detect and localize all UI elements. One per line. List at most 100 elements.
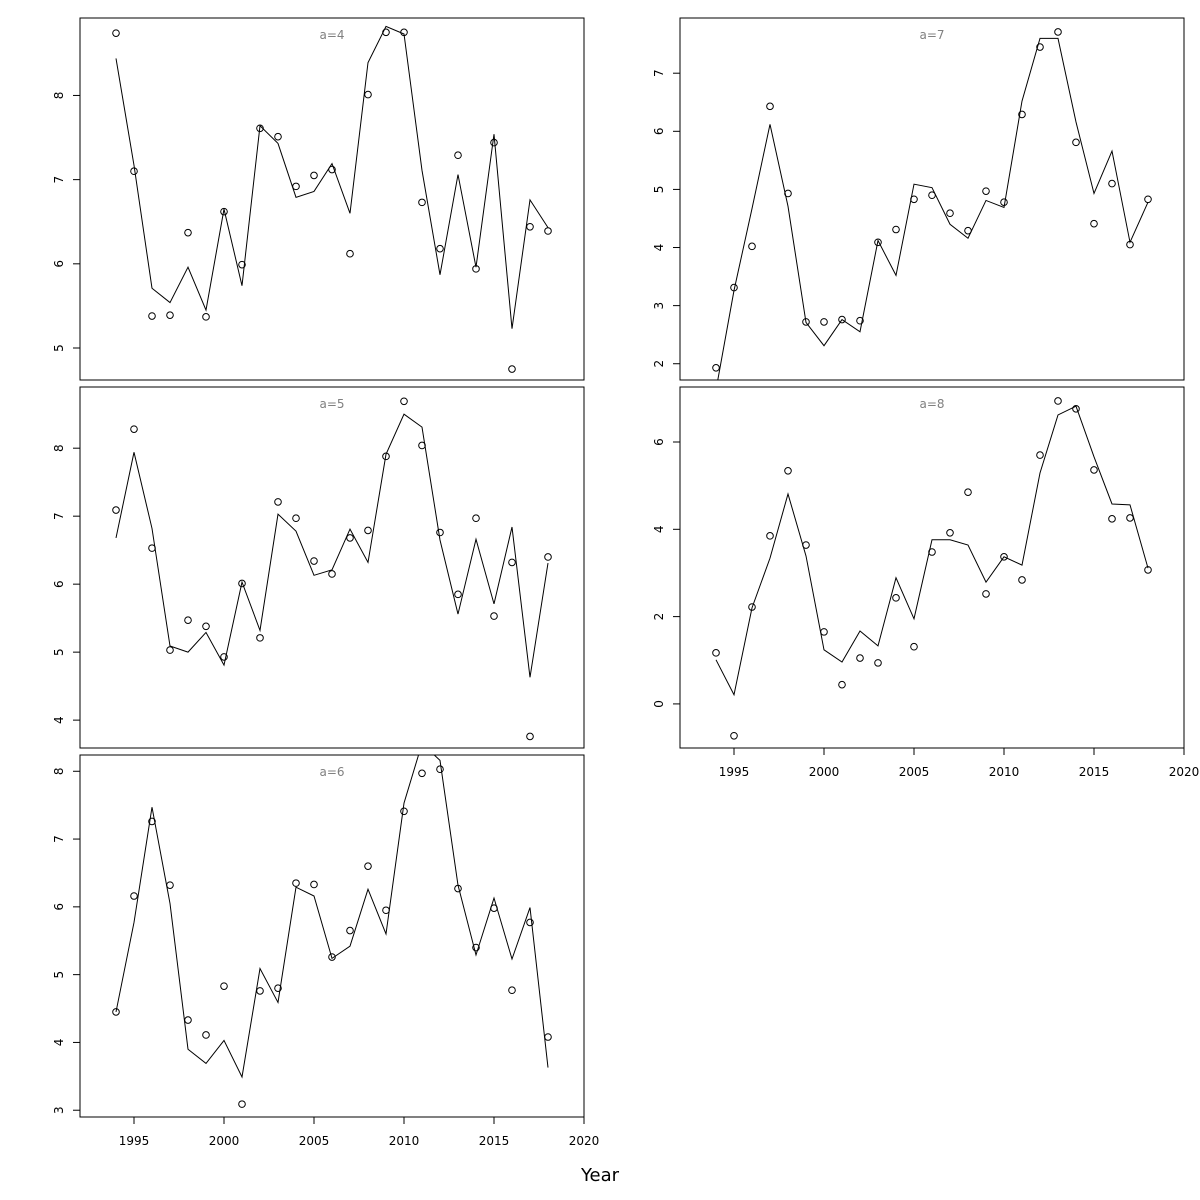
- y-tick-label: 4: [652, 525, 666, 533]
- data-point: [454, 151, 462, 160]
- data-point: [418, 769, 426, 778]
- data-point: [184, 616, 192, 624]
- data-point: [712, 649, 720, 657]
- data-point: [526, 732, 534, 741]
- data-point: [292, 879, 300, 887]
- data-point: [910, 642, 918, 651]
- data-point: [220, 653, 228, 661]
- data-point: [256, 634, 264, 642]
- fit-line: [115, 755, 549, 1079]
- data-point: [328, 953, 336, 961]
- y-tick-label: 8: [52, 767, 66, 775]
- data-point: [784, 467, 792, 475]
- data-point: [820, 318, 828, 326]
- panel-title: a=7: [919, 28, 944, 42]
- x-tick-label: 2015: [1079, 765, 1110, 779]
- panel-title: a=5: [319, 397, 344, 411]
- data-point: [112, 29, 120, 37]
- y-tick-label: 5: [652, 186, 666, 194]
- y-tick-label: 2: [652, 613, 666, 621]
- data-point: [292, 182, 300, 191]
- data-point: [508, 365, 516, 373]
- data-point: [1108, 179, 1116, 188]
- y-tick-label: 3: [52, 1106, 66, 1114]
- y-tick-label: 5: [52, 344, 66, 352]
- y-tick-label: 2: [652, 360, 666, 368]
- data-point: [928, 548, 936, 556]
- data-point: [472, 514, 480, 523]
- plot-area: [712, 397, 1152, 740]
- data-point: [544, 1033, 552, 1041]
- fit-line: [115, 25, 549, 329]
- y-tick-label: 8: [52, 444, 66, 452]
- y-tick-label: 6: [652, 127, 666, 135]
- y-tick-label: 5: [52, 648, 66, 656]
- data-point: [490, 612, 498, 620]
- data-point: [1144, 195, 1152, 204]
- data-point: [292, 514, 300, 523]
- data-point: [310, 880, 318, 889]
- y-tick-label: 4: [652, 244, 666, 252]
- data-point: [1090, 466, 1098, 474]
- y-tick-label: 7: [52, 176, 66, 184]
- y-tick-label: 0: [652, 700, 666, 708]
- data-point: [838, 315, 846, 324]
- data-point: [436, 244, 444, 253]
- data-point: [364, 862, 372, 870]
- data-point: [382, 452, 390, 461]
- y-tick-label: 7: [652, 69, 666, 77]
- data-point: [328, 570, 336, 578]
- data-point: [982, 187, 990, 195]
- data-point: [436, 765, 444, 774]
- data-point: [712, 363, 720, 372]
- fit-line: [115, 413, 549, 678]
- data-point: [766, 102, 774, 111]
- plot-frame: [79, 17, 585, 381]
- data-point: [802, 318, 810, 326]
- data-point: [1018, 576, 1026, 584]
- data-point: [544, 553, 552, 561]
- data-point: [1126, 514, 1134, 522]
- data-point: [220, 207, 228, 216]
- data-point: [148, 312, 156, 320]
- plot-area: [112, 755, 552, 1108]
- x-tick-label: 2020: [1169, 765, 1200, 779]
- data-point: [274, 132, 282, 141]
- data-point: [490, 138, 498, 147]
- data-point: [1036, 43, 1044, 51]
- data-point: [382, 906, 390, 915]
- data-point: [1072, 138, 1080, 147]
- y-tick-label: 5: [52, 971, 66, 979]
- data-point: [1036, 451, 1044, 459]
- data-point: [1000, 553, 1008, 561]
- x-tick-label: 1995: [719, 765, 750, 779]
- data-point: [256, 987, 264, 995]
- data-point: [964, 488, 972, 497]
- y-tick-label: 7: [52, 835, 66, 843]
- data-point: [1018, 110, 1026, 119]
- data-point: [436, 528, 444, 537]
- data-point: [238, 260, 246, 269]
- y-tick-label: 6: [52, 260, 66, 268]
- data-point: [874, 659, 882, 667]
- data-point: [982, 590, 990, 598]
- x-axis-label: Year: [580, 1165, 620, 1186]
- data-point: [472, 943, 480, 952]
- data-point: [766, 532, 774, 540]
- data-point: [1054, 397, 1062, 405]
- plot-frame: [79, 754, 585, 1118]
- data-point: [202, 622, 210, 631]
- data-point: [310, 557, 318, 565]
- data-point: [256, 124, 264, 133]
- data-point: [508, 558, 516, 567]
- data-point: [946, 209, 954, 218]
- data-point: [274, 984, 282, 992]
- data-point: [544, 227, 552, 235]
- plot-area: [112, 397, 552, 741]
- data-point: [820, 628, 828, 636]
- data-point: [130, 892, 138, 900]
- data-point: [346, 926, 354, 935]
- data-point: [400, 397, 408, 406]
- y-tick-label: 6: [652, 438, 666, 446]
